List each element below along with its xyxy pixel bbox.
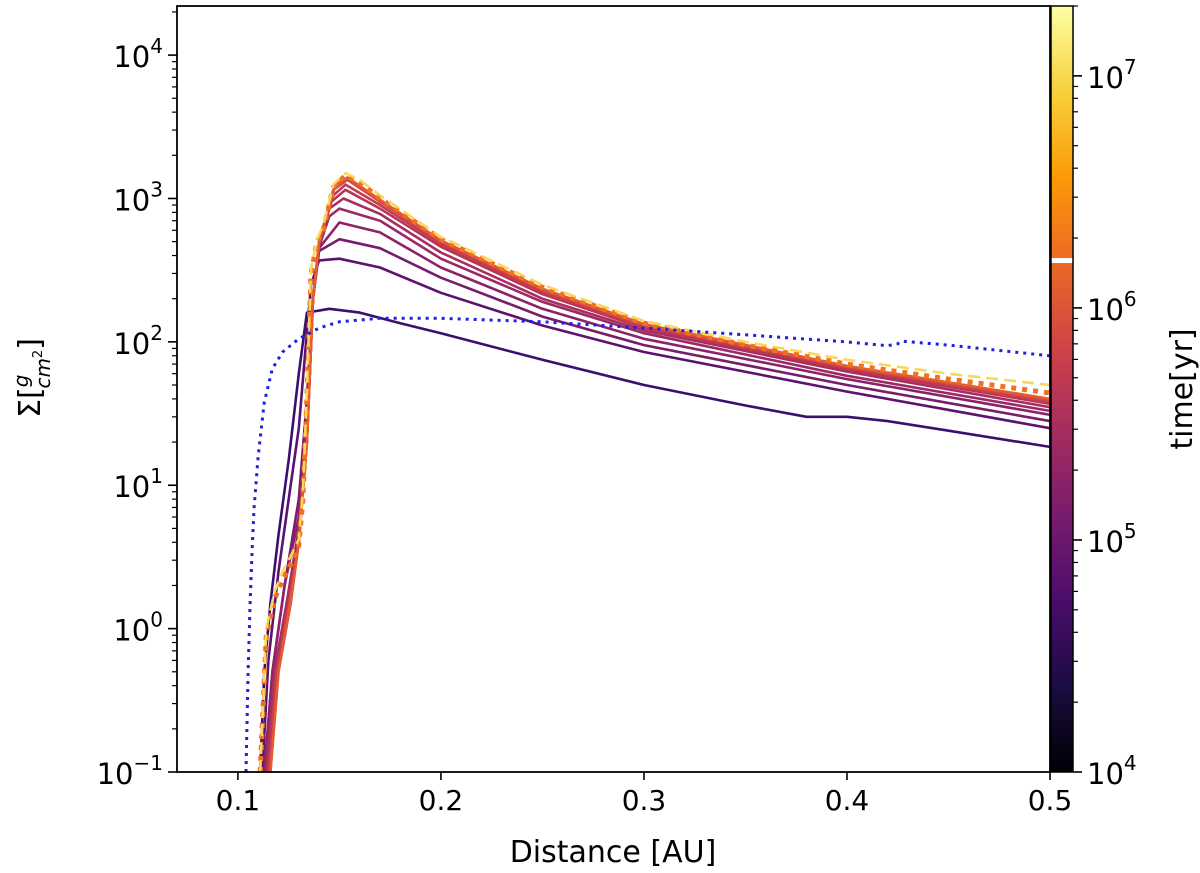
y-tick-label: 101 [113, 464, 163, 504]
y-tick-label: 100 [113, 608, 163, 648]
x-axis-label: Distance [AU] [510, 835, 717, 870]
y-tick-label: 102 [113, 321, 163, 361]
y-label-sigma: Σ[ [13, 387, 48, 418]
x-tick-label: 0.5 [1028, 784, 1073, 817]
series-line-13 [244, 316, 1050, 772]
series-line-4 [263, 221, 1050, 772]
series-line-12 [258, 171, 1050, 772]
colorbar-label: time[yr] [1165, 328, 1200, 449]
y-label-close: ] [13, 338, 48, 350]
y-tick-label: 104 [113, 34, 163, 74]
y-label-denominator-exp: 2 [31, 350, 46, 358]
series-line-5 [265, 207, 1050, 772]
series-layer [244, 171, 1050, 772]
x-tick-label: 0.2 [419, 784, 464, 817]
colorbar-gradient [1051, 6, 1073, 772]
y-axis-ticks: 10−1 100 101 102 103 104 [97, 11, 177, 791]
colorbar-tick-label: 104 [1087, 751, 1137, 791]
y-label-denominator: cm [31, 358, 55, 388]
series-line-8 [267, 183, 1050, 772]
y-tick-label: 103 [113, 177, 163, 217]
series-line-11 [257, 172, 1050, 772]
svg-text:Σ[gcm2]: Σ[gcm2] [9, 338, 55, 418]
x-axis-ticks: 0.1 0.2 0.3 0.4 0.5 [216, 772, 1073, 817]
y-label-numerator: g [9, 375, 33, 388]
colorbar-frame [1050, 5, 1074, 773]
series-line-10 [269, 176, 1050, 772]
colorbar-tick-label: 106 [1087, 287, 1137, 327]
series-line-7 [267, 188, 1050, 772]
plot-frame [176, 5, 1051, 773]
series-line-6 [265, 197, 1050, 772]
colorbar-tick-label: 107 [1087, 55, 1137, 95]
x-tick-label: 0.3 [622, 784, 667, 817]
colorbar-marker [1051, 258, 1073, 264]
series-line-9 [269, 178, 1050, 772]
colorbar-tick-label: 105 [1087, 519, 1137, 559]
x-tick-label: 0.1 [216, 784, 261, 817]
y-tick-label: 10−1 [97, 751, 163, 791]
colorbar-ticks: 104 105 106 107 [1073, 5, 1137, 791]
x-tick-label: 0.4 [825, 784, 870, 817]
colorbar: 104 105 106 107 time[yr] [1050, 5, 1200, 791]
y-axis-label: Σ[gcm2] [9, 338, 55, 418]
series-line-1 [258, 307, 1050, 772]
